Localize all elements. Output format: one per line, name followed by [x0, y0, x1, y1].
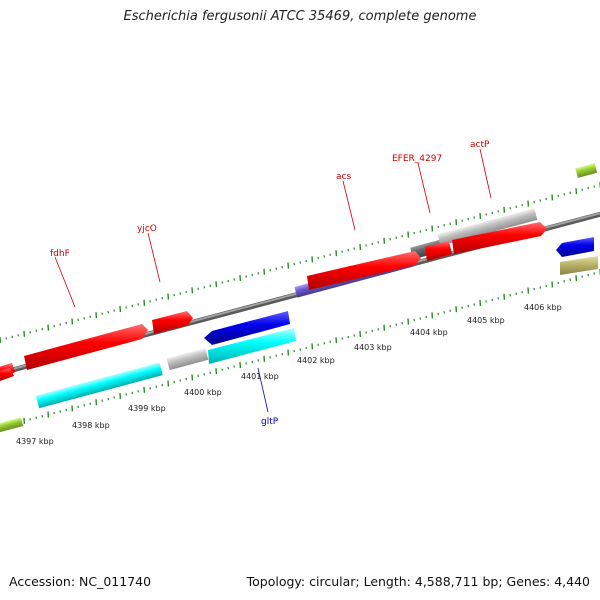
- feature-layer: [0, 163, 598, 437]
- tick-label-4400: 4400 kbp: [184, 388, 222, 397]
- tick-label-4402: 4402 kbp: [297, 356, 335, 365]
- tick-label-4399: 4399 kbp: [128, 404, 166, 413]
- reverse-red-left: [0, 368, 14, 381]
- map-title: Escherichia fergusonii ATCC 35469, compl…: [123, 9, 477, 24]
- tick-label-4404: 4404 kbp: [410, 328, 448, 337]
- label-acs: acs: [336, 172, 351, 182]
- tick-label-4403: 4403 kbp: [354, 343, 392, 352]
- tick-label-4401: 4401 kbp: [241, 372, 279, 381]
- tick-label-4397: 4397 kbp: [16, 437, 54, 446]
- feature-blue-gltP: [204, 311, 290, 345]
- feature-olive-right: [560, 256, 598, 275]
- inner-tick-track: [0, 269, 600, 431]
- outer-tick-track: [0, 182, 600, 344]
- label-gltP: gltP: [261, 417, 279, 427]
- cds-arrow-fdhF: [24, 324, 148, 370]
- feature-gray-actP: [437, 208, 538, 246]
- gene-labels: fdhF yjcO acs EFER_4297 actP gltP: [50, 140, 492, 427]
- cds-arrow-EFER_4297: [425, 241, 452, 261]
- feature-cyan-fdhF: [35, 362, 163, 409]
- tick-label-4398: 4398 kbp: [72, 421, 110, 430]
- feature-blue-right: [556, 237, 594, 257]
- cds-arrows: [0, 222, 547, 381]
- label-fdhF: fdhF: [50, 249, 70, 259]
- label-yjcO: yjcO: [137, 224, 157, 234]
- tick-label-4405: 4405 kbp: [467, 316, 505, 325]
- cds-arrow-yjcO: [152, 311, 193, 334]
- accession-text: Accession: NC_011740: [9, 574, 152, 589]
- reverse-features: [0, 237, 598, 381]
- feature-cyan-gltP: [208, 328, 296, 364]
- cds-arrow-actP: [452, 222, 547, 254]
- label-EFER_4297: EFER_4297: [392, 154, 442, 164]
- feature-green-right: [575, 163, 598, 178]
- label-actP: actP: [470, 140, 490, 150]
- feature-green-left: [0, 417, 24, 437]
- tick-label-4406: 4406 kbp: [524, 303, 562, 312]
- topology-text: Topology: circular; Length: 4,588,711 bp…: [246, 574, 590, 589]
- kbp-tick-labels: 4397 kbp 4398 kbp 4399 kbp 4400 kbp 4401…: [16, 303, 562, 446]
- cds-arrow-acs: [307, 251, 421, 290]
- feature-gray-yjcO: [166, 348, 209, 371]
